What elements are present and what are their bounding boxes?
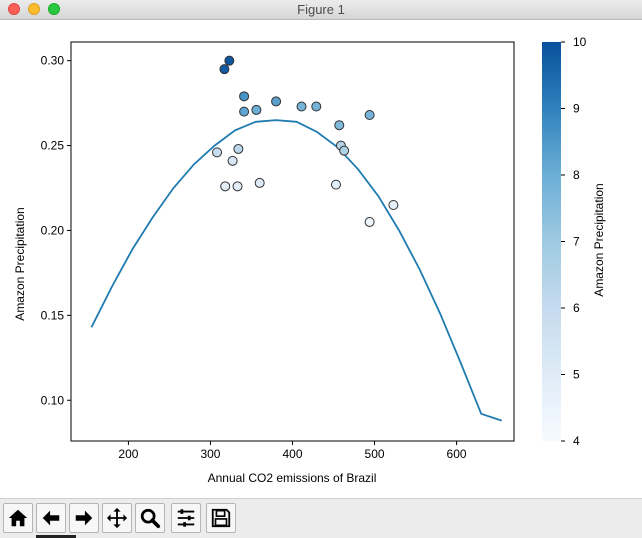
y-axis-label: Amazon Precipitation bbox=[13, 207, 27, 320]
scatter-point bbox=[364, 216, 375, 227]
window-edge-decoration bbox=[36, 535, 76, 538]
y-tick-label: 0.20 bbox=[41, 223, 65, 237]
window-title: Figure 1 bbox=[297, 2, 345, 17]
scatter-point bbox=[251, 104, 262, 115]
scatter-point bbox=[219, 64, 230, 75]
scatter-point bbox=[271, 96, 282, 107]
figure-canvas[interactable]: 200 300 400 500 600 0.10 0.15 0.20 0.25 0.30 4 5 6 7… bbox=[0, 20, 642, 498]
minimize-window-button[interactable] bbox=[28, 3, 40, 15]
scatter-point bbox=[212, 147, 223, 158]
close-window-button[interactable] bbox=[8, 3, 20, 15]
fit-curve-line bbox=[90, 119, 502, 422]
forward-button[interactable] bbox=[69, 503, 99, 533]
y-tick-label: 0.15 bbox=[41, 308, 65, 322]
scatter-point bbox=[233, 143, 244, 154]
configure-subplots-button[interactable] bbox=[171, 503, 201, 533]
scatter-point bbox=[239, 106, 250, 117]
colorbar-gradient bbox=[542, 42, 561, 441]
scatter-point bbox=[227, 155, 238, 166]
scatter-point bbox=[334, 120, 345, 131]
back-button[interactable] bbox=[36, 503, 66, 533]
scatter-point bbox=[364, 110, 375, 121]
x-tick-label: 300 bbox=[200, 447, 220, 461]
zoom-magnifier-icon bbox=[140, 508, 161, 529]
save-floppy-icon bbox=[211, 508, 231, 528]
home-icon bbox=[8, 509, 28, 527]
scatter-point bbox=[311, 101, 322, 112]
x-tick-label: 500 bbox=[365, 447, 385, 461]
x-tick-label: 600 bbox=[447, 447, 467, 461]
zoom-button[interactable] bbox=[135, 503, 165, 533]
navigation-toolbar bbox=[0, 498, 642, 538]
back-arrow-icon bbox=[42, 510, 60, 526]
scatter-point bbox=[296, 101, 307, 112]
forward-arrow-icon bbox=[75, 510, 93, 526]
x-tick-label: 400 bbox=[282, 447, 302, 461]
configure-subplots-icon bbox=[177, 509, 195, 527]
save-button[interactable] bbox=[206, 503, 236, 533]
colorbar-label: Amazon Precipitation bbox=[592, 183, 606, 296]
colorbar-tick-label: 6 bbox=[573, 301, 580, 315]
y-tick-label: 0.10 bbox=[41, 393, 65, 407]
colorbar-tick-label: 4 bbox=[573, 434, 580, 448]
scatter-point bbox=[339, 145, 350, 156]
y-tick-label: 0.30 bbox=[41, 54, 65, 68]
x-axis-label: Annual CO2 emissions of Brazil bbox=[208, 471, 377, 485]
scatter-plot: 200 300 400 500 600 0.10 0.15 0.20 0.25 0.30 4 5 6 7… bbox=[13, 35, 606, 485]
window-titlebar: Figure 1 bbox=[0, 0, 642, 20]
colorbar-tick-label: 5 bbox=[573, 368, 580, 382]
scatter-point bbox=[220, 181, 231, 192]
colorbar-tick-label: 10 bbox=[573, 35, 587, 49]
scatter-point bbox=[388, 199, 399, 210]
scatter-point bbox=[254, 177, 265, 188]
home-button[interactable] bbox=[3, 503, 33, 533]
colorbar-tick-label: 8 bbox=[573, 168, 580, 182]
maximize-window-button[interactable] bbox=[48, 3, 60, 15]
scatter-point bbox=[232, 181, 243, 192]
y-tick-label: 0.25 bbox=[41, 139, 65, 153]
pan-button[interactable] bbox=[102, 503, 132, 533]
scatter-point bbox=[330, 179, 341, 190]
scatter-point bbox=[224, 55, 235, 66]
colorbar-tick-label: 9 bbox=[573, 102, 580, 116]
colorbar-tick-label: 7 bbox=[573, 235, 580, 249]
scatter-point bbox=[239, 91, 250, 102]
x-tick-label: 200 bbox=[118, 447, 138, 461]
pan-move-icon bbox=[106, 507, 128, 529]
